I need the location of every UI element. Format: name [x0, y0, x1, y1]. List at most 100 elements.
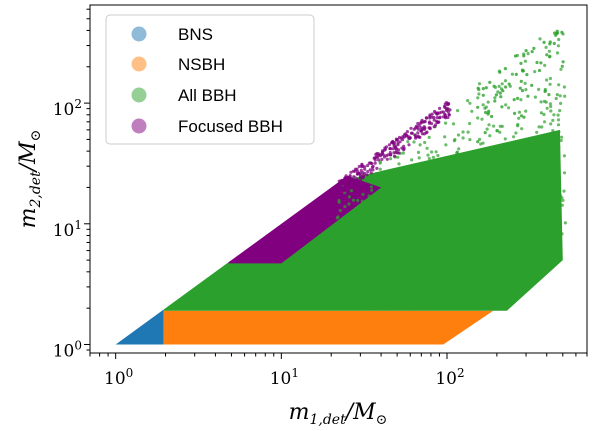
data-point: [416, 150, 421, 154]
data-point: [361, 237, 365, 241]
data-point: [418, 143, 422, 147]
data-point: [371, 168, 375, 172]
data-point: [558, 94, 562, 98]
data-point: [337, 273, 342, 277]
data-point: [557, 83, 561, 87]
data-point: [517, 110, 522, 114]
data-point: [484, 110, 488, 115]
data-point: [536, 150, 540, 154]
data-point: [397, 291, 401, 295]
data-point: [428, 116, 432, 120]
data-point: [404, 134, 409, 138]
data-point: [543, 224, 548, 228]
data-point: [439, 253, 443, 257]
data-point: [398, 288, 402, 293]
data-point: [403, 290, 407, 294]
data-point: [552, 113, 556, 117]
data-point: [474, 294, 478, 298]
data-point: [398, 241, 402, 245]
data-point: [336, 271, 340, 275]
data-point: [559, 138, 563, 143]
data-point: [491, 241, 495, 245]
data-point: [506, 257, 510, 261]
data-point: [525, 73, 529, 77]
data-point: [538, 220, 543, 224]
data-point: [513, 54, 518, 58]
data-point: [345, 217, 349, 221]
data-point: [337, 198, 341, 203]
data-point: [389, 147, 393, 151]
data-point: [546, 194, 550, 198]
data-point: [365, 257, 370, 261]
data-point: [352, 303, 356, 307]
data-point: [458, 285, 462, 290]
data-point: [499, 276, 503, 280]
data-point: [424, 237, 428, 241]
data-point: [521, 69, 525, 73]
data-point: [542, 112, 546, 117]
data-point: [563, 221, 568, 225]
data-point: [337, 195, 341, 199]
data-point: [455, 150, 459, 154]
data-point: [341, 301, 345, 305]
data-point: [459, 303, 463, 307]
data-point: [532, 46, 536, 51]
data-point: [418, 253, 422, 257]
data-point: [505, 271, 509, 275]
data-point: [391, 147, 395, 151]
data-point: [544, 45, 548, 50]
data-point: [394, 184, 398, 188]
data-point: [546, 224, 550, 228]
data-point: [363, 167, 367, 171]
data-point: [433, 243, 437, 247]
data-point: [503, 137, 507, 141]
data-point: [512, 257, 516, 261]
data-point: [422, 224, 426, 228]
data-point: [562, 154, 567, 158]
data-point: [535, 187, 539, 191]
plot-frame: [89, 4, 588, 354]
data-point: [549, 170, 553, 174]
data-point: [487, 228, 491, 232]
data-point: [483, 131, 487, 135]
data-point: [488, 134, 492, 138]
data-point: [383, 207, 387, 211]
data-point: [477, 92, 481, 96]
data-point: [370, 247, 374, 251]
data-point: [476, 86, 480, 90]
data-point: [440, 290, 444, 294]
data-point: [524, 250, 529, 254]
data-point: [543, 196, 548, 200]
data-point: [524, 245, 528, 249]
data-point: [383, 189, 387, 193]
data-point: [502, 244, 507, 248]
data-point: [517, 116, 521, 120]
legend: BNS NSBH All BBH Focused BBH: [105, 14, 315, 145]
data-point: [549, 104, 553, 109]
data-point: [473, 255, 477, 259]
data-point: [529, 214, 533, 218]
data-point: [491, 253, 496, 257]
data-point: [514, 217, 518, 221]
data-point: [346, 177, 350, 181]
data-point: [409, 126, 413, 130]
data-point: [376, 155, 380, 159]
data-point: [549, 122, 553, 126]
data-point: [399, 136, 403, 140]
data-point: [539, 214, 544, 218]
data-point: [339, 191, 343, 195]
data-point: [396, 213, 400, 217]
data-point: [442, 288, 446, 292]
data-point: [522, 115, 526, 119]
data-point: [532, 219, 536, 223]
data-point: [539, 100, 543, 104]
data-point: [551, 229, 555, 233]
data-point: [355, 266, 359, 270]
data-point: [411, 265, 415, 269]
data-point: [338, 187, 342, 192]
data-point: [346, 306, 350, 310]
data-point: [330, 275, 334, 279]
data-point: [493, 99, 497, 103]
data-point: [446, 195, 450, 199]
data-point: [357, 206, 361, 210]
